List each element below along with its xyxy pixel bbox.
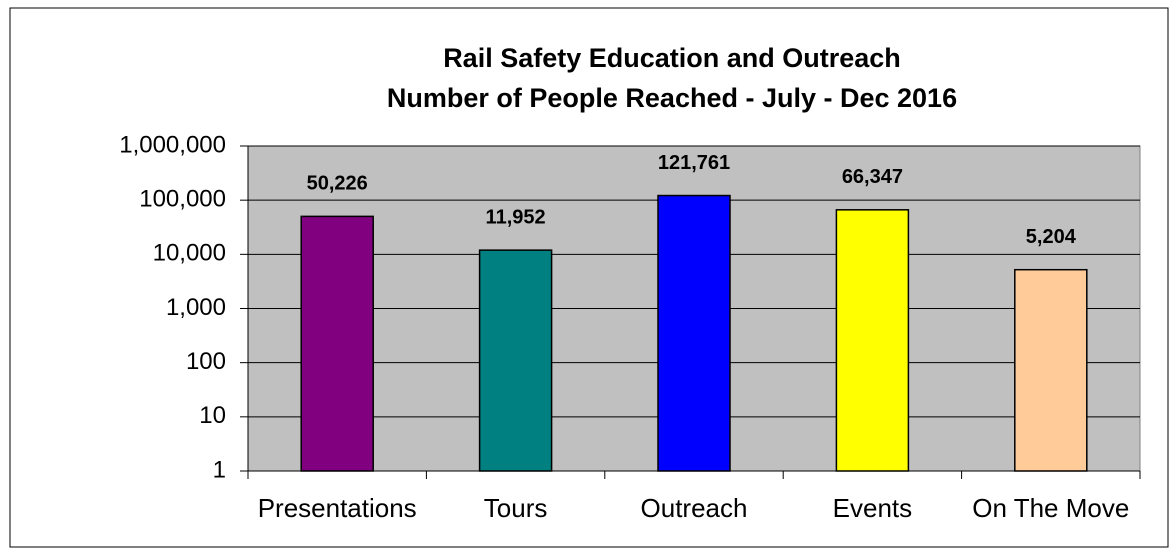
y-tick-label: 10 — [199, 402, 226, 429]
y-tick-label: 10,000 — [153, 240, 226, 267]
chart-title: Rail Safety Education and Outreach — [443, 43, 901, 73]
bar — [835, 209, 910, 472]
x-tick-label: Outreach — [641, 493, 748, 523]
data-label: 11,952 — [486, 206, 546, 228]
data-label: 121,761 — [658, 152, 730, 174]
x-tick-label: Tours — [484, 493, 548, 523]
y-tick-label: 100,000 — [139, 186, 226, 213]
y-tick-label: 1,000,000 — [119, 131, 226, 158]
x-tick-label: Presentations — [258, 493, 417, 523]
y-tick-label: 100 — [186, 348, 226, 375]
data-label: 5,204 — [1026, 226, 1077, 248]
chart-subtitle: Number of People Reached - July - Dec 20… — [387, 83, 957, 113]
bar — [657, 194, 731, 472]
y-tick-label: 1,000 — [166, 294, 226, 321]
x-tick-label: Events — [833, 493, 913, 523]
bar — [300, 215, 374, 472]
bar — [1014, 268, 1088, 472]
x-tick-label: On The Move — [972, 493, 1129, 523]
bar — [478, 249, 553, 472]
y-tick-label: 1 — [213, 456, 226, 483]
data-label: 50,226 — [307, 173, 368, 195]
data-label: 66,347 — [842, 166, 903, 188]
